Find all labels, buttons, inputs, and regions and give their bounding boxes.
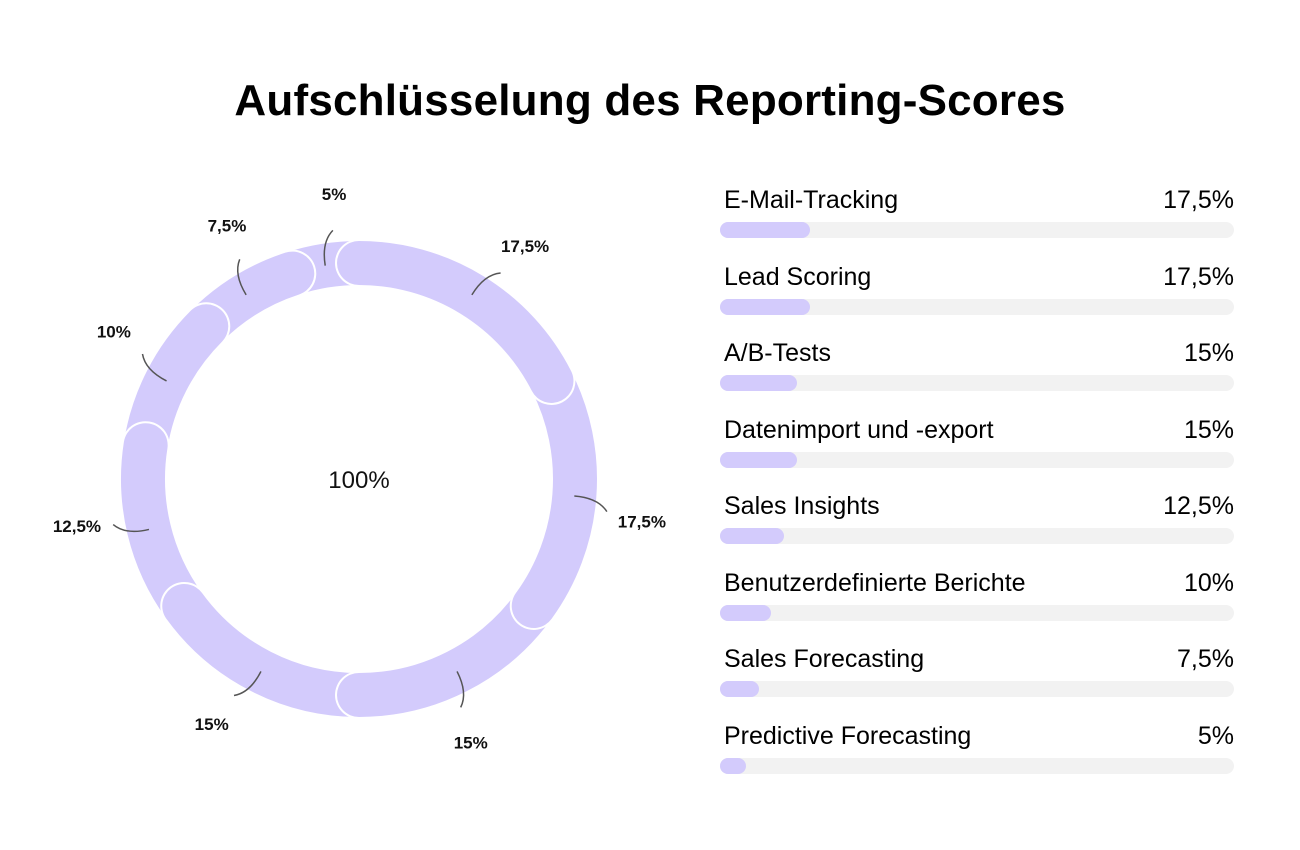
bar-value-5: 12,5% [1163, 492, 1234, 520]
donut-leader-line-3 [456, 671, 465, 708]
bar-fill-7 [720, 681, 759, 697]
donut-slice-label-6: 10% [97, 323, 131, 342]
bar-track-3 [720, 375, 1234, 391]
donut-leader-line-5 [112, 523, 150, 533]
chart-title: Aufschlüsselung des Reporting-Scores [234, 76, 1066, 125]
bar-value-7: 7,5% [1177, 645, 1234, 673]
donut-slice-2 [511, 358, 597, 628]
donut-slice-label-1: 17,5% [501, 237, 549, 256]
bar-value-2: 17,5% [1163, 262, 1234, 291]
donut-slice-4 [162, 583, 381, 717]
bar-value-3: 15% [1183, 339, 1234, 367]
donut-leader-line-4 [233, 671, 262, 697]
donut-slice-1 [337, 241, 574, 403]
bar-name-8: Predictive Forecasting [724, 721, 972, 750]
bar-track-4 [720, 451, 1234, 468]
bar-fill-8 [720, 757, 746, 774]
donut-slice-label-2: 17,5% [618, 512, 666, 531]
bar-track-5 [720, 528, 1234, 544]
bar-row-8: Predictive Forecasting 5% [720, 720, 1234, 797]
donut-slice-label-4: 15% [195, 715, 229, 734]
bar-track-1 [720, 222, 1234, 238]
bar-track-2 [720, 298, 1234, 315]
bar-name-5: Sales Insights [724, 492, 880, 520]
bar-list: E-Mail-Tracking 17,5% Lead Scoring 17,5% A/B… [720, 184, 1234, 796]
donut-leader-line-7 [237, 259, 247, 296]
bar-value-4: 15% [1183, 415, 1234, 444]
bar-row-6: Benutzerdefinierte Berichte 10% [720, 567, 1234, 644]
donut-slice-label-8: 5% [322, 185, 347, 204]
bar-row-1: E-Mail-Tracking 17,5% [720, 184, 1234, 261]
bar-value-1: 17,5% [1163, 186, 1234, 214]
bar-name-3: A/B-Tests [724, 339, 831, 367]
bar-name-7: Sales Forecasting [724, 645, 925, 673]
donut-leader-line-2 [574, 495, 608, 513]
donut-leader-line-6 [141, 353, 167, 382]
bar-fill-4 [720, 451, 798, 468]
donut-slice-label-7: 7,5% [208, 216, 247, 235]
donut-slice-label-3: 15% [454, 733, 488, 752]
bar-track-7 [720, 681, 1234, 697]
bar-row-3: A/B-Tests 15% [720, 337, 1234, 414]
bar-name-6: Benutzerdefinierte Berichte [724, 568, 1026, 597]
bar-row-4: Datenimport und -export 15% [720, 414, 1234, 491]
donut-slice-label-5: 12,5% [53, 517, 101, 536]
donut-slice-5 [121, 423, 207, 628]
donut-leader-line-8 [323, 229, 334, 266]
bar-fill-5 [720, 528, 785, 544]
bar-track-6 [720, 604, 1234, 621]
bar-fill-6 [720, 604, 772, 621]
bar-row-2: Lead Scoring 17,5% [720, 261, 1234, 338]
bar-row-7: Sales Forecasting 7,5% [720, 643, 1234, 720]
bar-fill-2 [720, 298, 810, 315]
bar-name-1: E-Mail-Tracking [724, 186, 899, 214]
donut-slice-3 [337, 583, 556, 717]
donut-center-label: 100% [328, 467, 389, 494]
donut-leader-lines [112, 229, 608, 708]
bar-row-5: Sales Insights 12,5% [720, 490, 1234, 567]
bar-fill-3 [720, 375, 798, 391]
donut-slice-labels: 17,5% 17,5% 15% 15% 12,5% 10% 7,5% 5% [53, 185, 666, 752]
bar-value-6: 10% [1183, 568, 1234, 597]
donut-chart: 17,5% 17,5% 15% 15% 12,5% 10% 7,5% 5% 100% [53, 185, 666, 752]
bar-track-8 [720, 757, 1234, 774]
bar-name-2: Lead Scoring [724, 262, 872, 291]
bar-fill-1 [720, 222, 810, 238]
bar-name-4: Datenimport und -export [724, 415, 994, 444]
donut-leader-line-1 [471, 272, 501, 296]
bar-value-8: 5% [1197, 721, 1234, 750]
